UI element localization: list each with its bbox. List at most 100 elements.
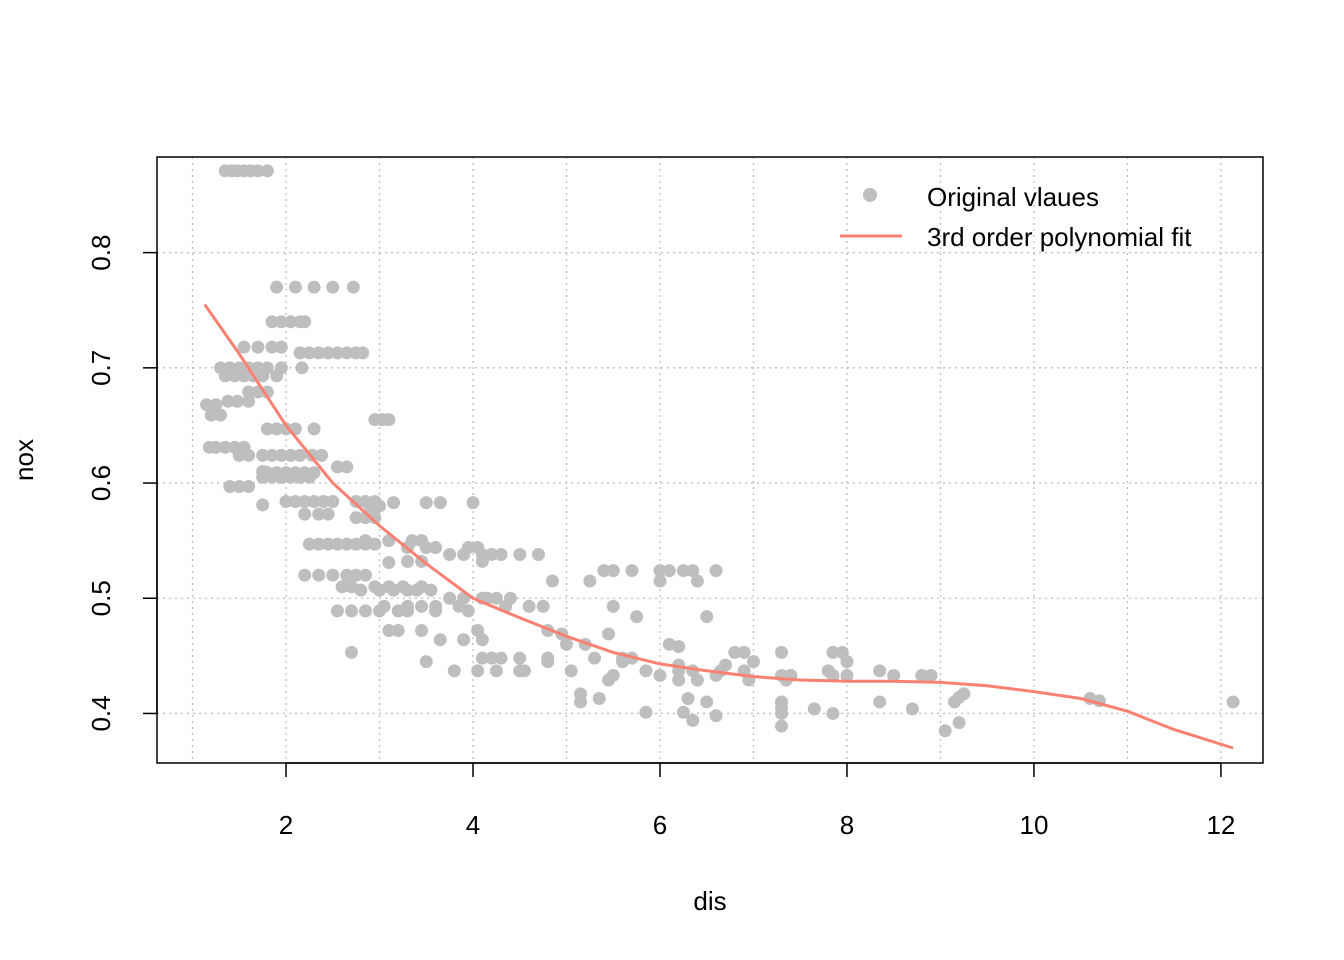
data-point — [321, 507, 335, 521]
x-tick-label: 12 — [1206, 810, 1235, 840]
y-tick-label: 0.7 — [86, 350, 116, 386]
data-point — [676, 705, 690, 719]
data-point — [700, 610, 714, 624]
y-axis: 0.4 0.5 0.6 0.7 0.8 — [86, 235, 158, 732]
data-point — [256, 448, 270, 462]
data-point — [826, 706, 840, 720]
legend-point-marker — [863, 188, 877, 202]
legend: Original vlaues 3rd order polynomial fit — [840, 182, 1192, 252]
data-point — [242, 479, 256, 493]
data-point — [265, 470, 279, 484]
data-point — [274, 470, 288, 484]
data-point — [218, 369, 232, 383]
data-point — [354, 583, 368, 597]
data-point — [312, 346, 326, 360]
data-point — [293, 470, 307, 484]
data-point — [265, 315, 279, 329]
data-point — [349, 568, 363, 582]
data-point — [307, 280, 321, 294]
legend-label-polynomial-fit: 3rd order polynomial fit — [927, 222, 1192, 252]
data-point — [251, 164, 265, 178]
data-point — [559, 637, 573, 651]
data-point — [728, 645, 742, 659]
data-point — [330, 537, 344, 551]
data-point — [873, 664, 887, 678]
data-point — [293, 346, 307, 360]
data-point — [302, 470, 316, 484]
y-tick-label: 0.6 — [86, 465, 116, 501]
data-point — [672, 673, 686, 687]
data-point — [288, 280, 302, 294]
data-point — [709, 564, 723, 578]
data-point — [330, 604, 344, 618]
data-point — [489, 591, 503, 605]
data-point — [938, 724, 952, 738]
data-point — [242, 385, 256, 399]
data-point — [330, 460, 344, 474]
data-point — [387, 496, 401, 510]
data-point — [681, 691, 695, 705]
data-point — [298, 568, 312, 582]
data-point — [256, 369, 270, 383]
data-point — [429, 541, 443, 555]
data-point — [639, 705, 653, 719]
data-point — [356, 346, 370, 360]
data-point — [415, 624, 429, 638]
data-point — [676, 564, 690, 578]
data-point — [256, 498, 270, 512]
data-point — [232, 479, 246, 493]
data-point — [840, 668, 854, 682]
data-point — [242, 448, 256, 462]
x-axis-title: dis — [693, 886, 726, 916]
data-point — [260, 164, 274, 178]
data-point — [270, 422, 284, 436]
data-point — [279, 422, 293, 436]
x-tick-label: 4 — [466, 810, 480, 840]
data-point — [340, 568, 354, 582]
data-point — [223, 479, 237, 493]
x-tick-label: 2 — [279, 810, 293, 840]
data-point — [373, 604, 387, 618]
data-point — [401, 604, 415, 618]
data-point — [315, 448, 329, 462]
data-point — [433, 633, 447, 647]
data-point — [410, 583, 424, 597]
data-point — [475, 633, 489, 647]
data-point — [218, 440, 232, 454]
data-point — [443, 591, 457, 605]
data-point — [326, 568, 340, 582]
legend-label-original-values: Original vlaues — [927, 182, 1099, 212]
data-point — [602, 673, 616, 687]
data-point — [606, 564, 620, 578]
data-point — [344, 645, 358, 659]
data-point — [204, 408, 218, 422]
data-point — [237, 340, 251, 354]
data-point — [288, 494, 302, 508]
data-point — [419, 496, 433, 510]
data-point — [662, 564, 676, 578]
data-point — [690, 673, 704, 687]
data-point — [574, 695, 588, 709]
data-point — [775, 706, 789, 720]
data-point — [200, 398, 214, 412]
data-point — [256, 470, 270, 484]
data-point — [358, 537, 372, 551]
data-point — [672, 640, 686, 654]
data-point — [321, 537, 335, 551]
data-point — [270, 369, 284, 383]
data-point — [382, 556, 396, 570]
x-axis: 2 4 6 8 10 12 — [279, 762, 1235, 840]
data-point — [340, 346, 354, 360]
data-point — [279, 494, 293, 508]
data-point — [419, 541, 433, 555]
data-point — [630, 610, 644, 624]
data-point — [489, 664, 503, 678]
data-point — [924, 668, 938, 682]
data-point — [346, 280, 360, 294]
data-point — [321, 346, 335, 360]
data-point — [260, 385, 274, 399]
data-point — [298, 315, 312, 329]
data-point — [349, 537, 363, 551]
data-point — [293, 448, 307, 462]
